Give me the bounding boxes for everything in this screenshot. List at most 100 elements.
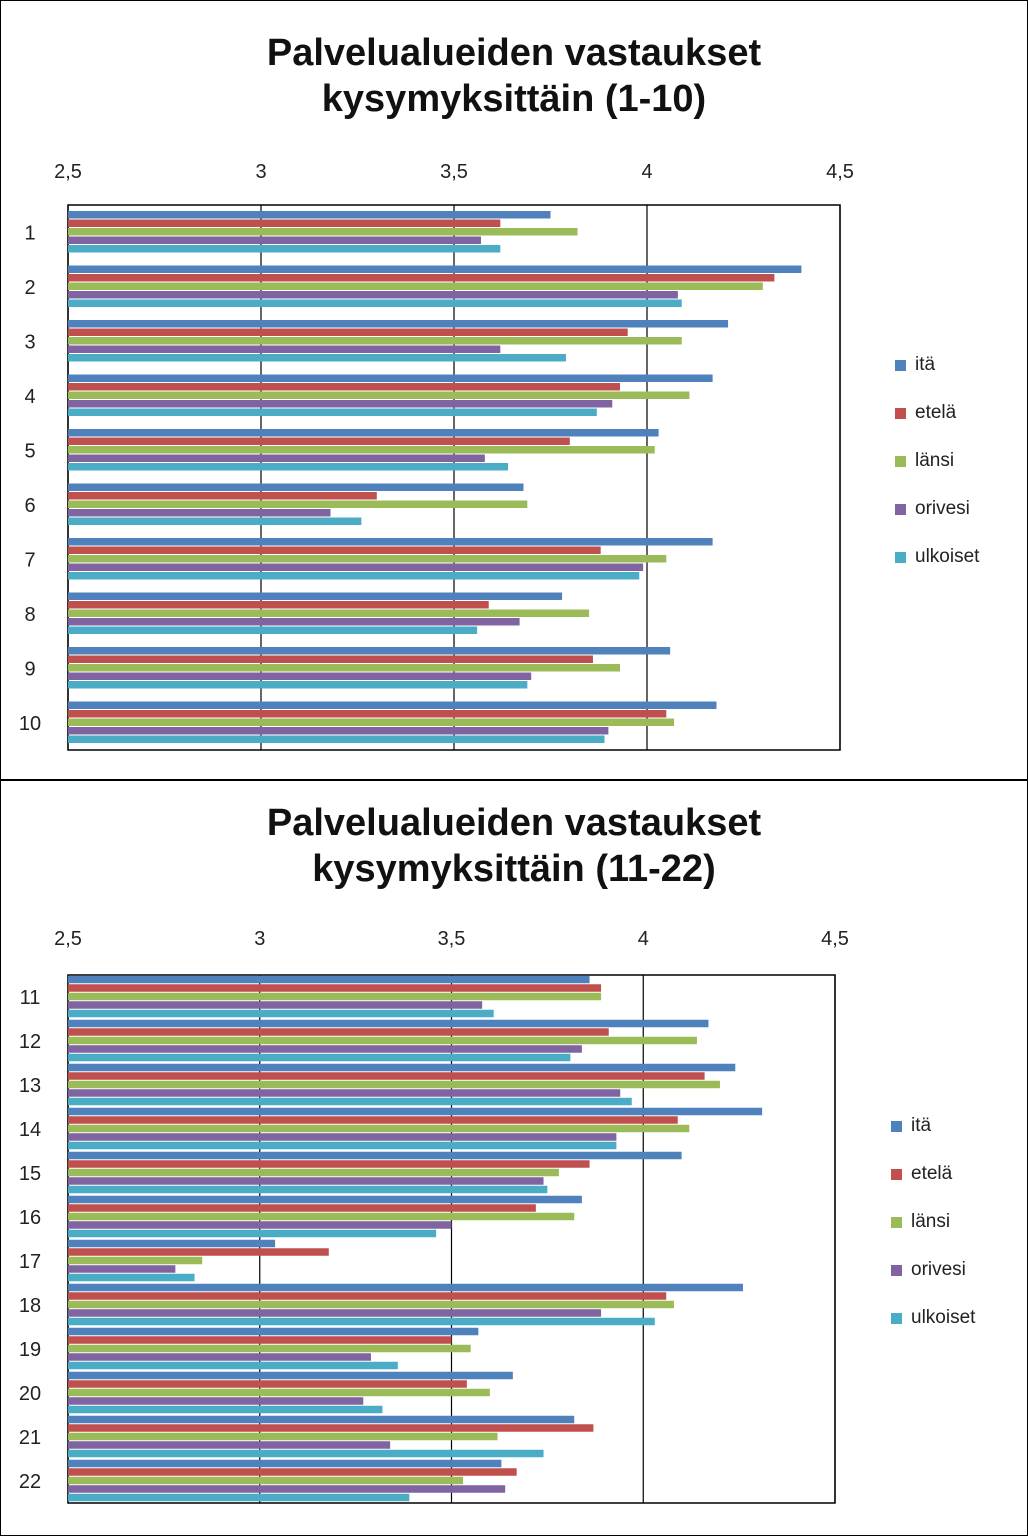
- bar-ulkoiset-21: [68, 1449, 544, 1458]
- x-tick-label: 4: [638, 928, 649, 950]
- bar-etelä-7: [68, 546, 601, 554]
- legend-swatch: [895, 552, 906, 563]
- legend-label: länsi: [915, 450, 955, 471]
- bar-itä-13: [68, 1063, 736, 1072]
- bar-itä-17: [68, 1239, 276, 1248]
- bar-orivesi-18: [68, 1309, 602, 1317]
- x-tick-label: 2,5: [54, 161, 82, 183]
- bar-orivesi-6: [68, 509, 331, 517]
- category-label: 5: [24, 440, 35, 462]
- bar-ulkoiset-3: [68, 354, 566, 362]
- bar-orivesi-1: [68, 236, 482, 244]
- category-label: 16: [19, 1207, 41, 1229]
- bar-itä-14: [68, 1107, 763, 1116]
- bar-orivesi-5: [68, 454, 485, 462]
- bar-länsi-5: [68, 446, 655, 454]
- category-label: 19: [19, 1339, 41, 1361]
- bar-länsi-12: [68, 1036, 697, 1045]
- bar-länsi-20: [68, 1388, 490, 1397]
- bar-orivesi-11: [68, 1001, 483, 1009]
- bar-itä-5: [68, 429, 659, 437]
- bar-etelä-20: [68, 1380, 467, 1388]
- bar-orivesi-2: [68, 291, 678, 299]
- bar-orivesi-9: [68, 672, 532, 680]
- bar-orivesi-13: [68, 1089, 621, 1097]
- legend-swatch: [891, 1313, 902, 1324]
- bar-ulkoiset-18: [68, 1317, 655, 1326]
- bar-etelä-6: [68, 492, 377, 500]
- category-label: 13: [19, 1075, 41, 1097]
- bar-etelä-21: [68, 1424, 594, 1432]
- category-label: 11: [20, 987, 41, 1009]
- bar-länsi-13: [68, 1080, 720, 1089]
- bar-ulkoiset-20: [68, 1405, 383, 1414]
- category-label: 9: [24, 658, 35, 680]
- legend-label: orivesi: [911, 1259, 966, 1280]
- x-tick-label: 4,5: [826, 161, 854, 183]
- bar-länsi-8: [68, 609, 590, 617]
- legend-label: etelä: [911, 1163, 953, 1184]
- bar-etelä-8: [68, 601, 489, 609]
- bar-itä-16: [68, 1195, 582, 1204]
- category-label: 1: [24, 222, 35, 244]
- bar-länsi-15: [68, 1168, 559, 1177]
- bar-etelä-5: [68, 437, 570, 445]
- bar-etelä-10: [68, 710, 667, 718]
- category-label: 6: [24, 495, 35, 517]
- bar-ulkoiset-8: [68, 626, 478, 634]
- bar-orivesi-19: [68, 1353, 371, 1361]
- chart-title-2: Palvelualueiden vastaukset kysymyksittäi…: [0, 800, 1028, 892]
- bar-etelä-11: [68, 984, 602, 992]
- bar-länsi-6: [68, 500, 528, 508]
- bar-ulkoiset-12: [68, 1053, 571, 1062]
- bar-länsi-21: [68, 1432, 498, 1441]
- bar-ulkoiset-11: [68, 1009, 494, 1018]
- bar-länsi-18: [68, 1300, 674, 1309]
- bar-itä-12: [68, 1019, 709, 1028]
- category-label: 8: [24, 604, 35, 626]
- legend-label: ulkoiset: [915, 546, 980, 567]
- bar-orivesi-8: [68, 618, 520, 626]
- bar-etelä-4: [68, 383, 620, 391]
- bar-länsi-16: [68, 1212, 575, 1221]
- bar-ulkoiset-6: [68, 517, 362, 525]
- bar-orivesi-21: [68, 1441, 391, 1449]
- legend-swatch: [895, 456, 906, 467]
- bar-länsi-19: [68, 1344, 471, 1353]
- bar-orivesi-10: [68, 727, 609, 735]
- bar-länsi-2: [68, 282, 763, 290]
- bar-etelä-18: [68, 1292, 667, 1300]
- legend-swatch: [891, 1121, 902, 1132]
- bar-länsi-22: [68, 1476, 464, 1485]
- bar-itä-11: [68, 975, 590, 984]
- bar-etelä-2: [68, 274, 775, 282]
- bar-etelä-19: [68, 1336, 452, 1344]
- bar-länsi-14: [68, 1124, 690, 1133]
- bar-orivesi-22: [68, 1485, 506, 1493]
- bar-itä-10: [68, 701, 717, 709]
- chart-title-1: Palvelualueiden vastaukset kysymyksittäi…: [0, 30, 1028, 122]
- bar-etelä-9: [68, 655, 593, 663]
- bar-ulkoiset-15: [68, 1185, 548, 1194]
- chart-2: 2,5 3 3,5 4 4,5 11 12 13 14 15 16 17 18 19 20 21 22: [19, 928, 849, 1504]
- x-tick-label: 3: [254, 928, 265, 950]
- category-label: 20: [19, 1383, 41, 1405]
- bar-itä-8: [68, 592, 563, 600]
- bar-itä-6: [68, 483, 524, 491]
- chart-1: 2,5 3 3,5 4 4,5 1 2 3 4 5 6 7 8 9 10: [19, 161, 854, 751]
- chart-title-2-line-2: kysymyksittäin (11-22): [312, 848, 716, 890]
- legend-swatch: [895, 408, 906, 419]
- x-tick-label: 2,5: [54, 928, 82, 950]
- bar-ulkoiset-5: [68, 463, 509, 471]
- category-label: 3: [24, 331, 35, 353]
- bar-ulkoiset-22: [68, 1493, 410, 1502]
- bar-orivesi-17: [68, 1265, 176, 1273]
- legend-label: itä: [911, 1115, 932, 1136]
- bar-ulkoiset-16: [68, 1229, 437, 1238]
- bar-itä-9: [68, 647, 671, 655]
- x-tick-label: 4,5: [821, 928, 849, 950]
- bar-etelä-22: [68, 1468, 517, 1476]
- category-label: 18: [19, 1295, 41, 1317]
- bar-itä-2: [68, 265, 802, 273]
- legend-swatch: [895, 504, 906, 515]
